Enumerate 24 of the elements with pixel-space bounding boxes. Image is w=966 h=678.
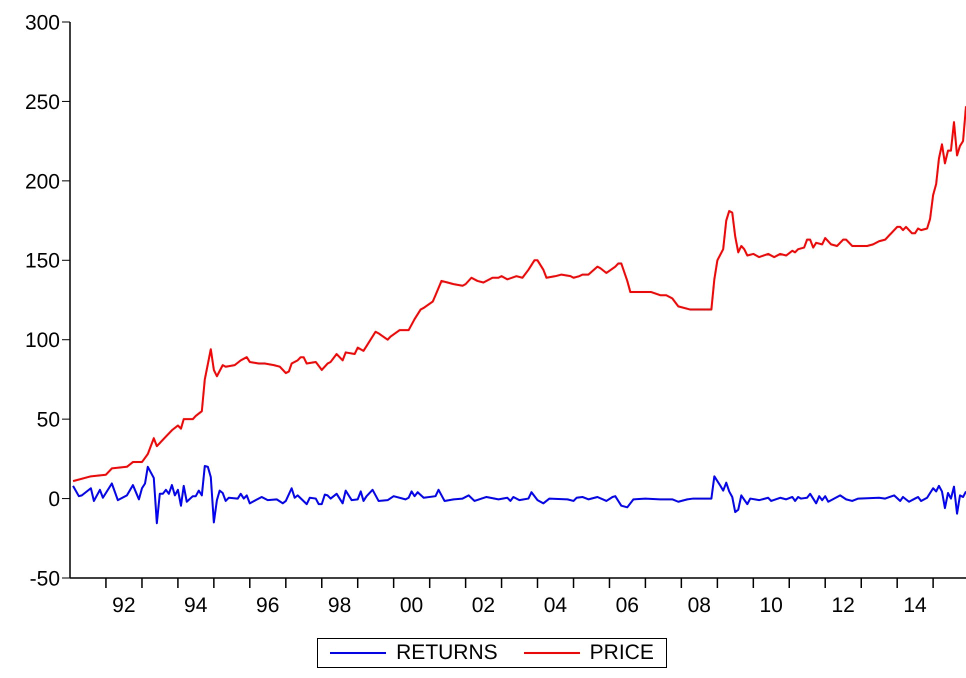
y-tick-label: -50 <box>30 567 60 590</box>
x-tick-label: 92 <box>112 594 136 617</box>
line-series <box>72 105 966 482</box>
x-tick-label: 04 <box>544 594 568 617</box>
x-tick-label: 14 <box>903 594 927 617</box>
y-tick-label: 200 <box>24 170 60 194</box>
x-tick-label: 12 <box>831 594 855 617</box>
y-tick-label: 100 <box>24 329 60 352</box>
y-tick-label: 50 <box>36 408 60 432</box>
x-tick-label: 94 <box>184 594 208 617</box>
x-tick-label: 98 <box>328 594 352 617</box>
y-tick-label: 300 <box>24 11 60 34</box>
x-tick-label: 96 <box>256 594 280 617</box>
y-tick-label: 0 <box>48 488 60 512</box>
y-tick-label: 150 <box>24 250 60 273</box>
x-tick-label: 02 <box>472 594 496 617</box>
x-tick-label: 10 <box>759 594 783 617</box>
y-tick-label: 250 <box>24 90 60 114</box>
x-tick-label: 06 <box>616 594 639 617</box>
x-tick-label: 00 <box>400 594 424 617</box>
x-tick-label: 08 <box>688 594 711 617</box>
legend-label: RETURNS <box>396 641 498 665</box>
legend-label: PRICE <box>590 641 654 665</box>
line-series <box>72 465 966 524</box>
